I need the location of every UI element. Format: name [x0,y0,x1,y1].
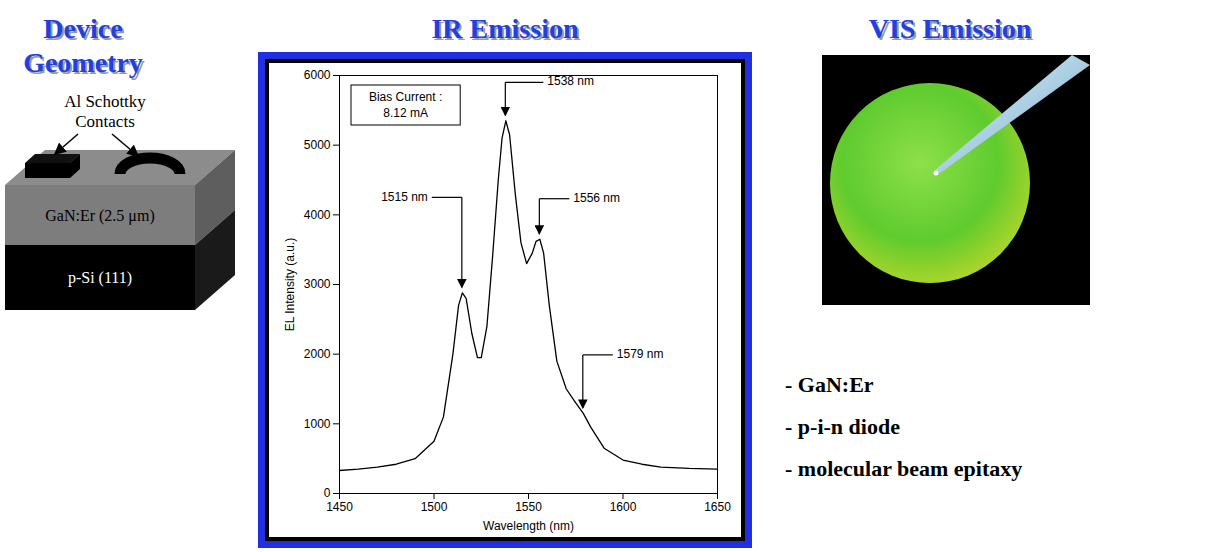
svg-text:0: 0 [324,486,331,500]
html-text:- molecular beam epitaxy: - molecular beam epitaxy [785,456,1023,481]
svg-text:6000: 6000 [304,68,331,82]
svg-text:2000: 2000 [304,347,331,361]
svg-text:Bias Current :: Bias Current : [369,90,442,104]
svg-text:1600: 1600 [610,500,637,514]
svg-text:1515 nm: 1515 nm [381,190,428,204]
html-text:VIS Emission: VIS Emission [868,13,1032,44]
svg-text:1538 nm: 1538 nm [547,74,594,88]
html-text:Al Schottky Contacts: Al Schottky Contacts [64,92,146,131]
svg-text:1579 nm: 1579 nm [617,347,664,361]
svg-text:5000: 5000 [304,138,331,152]
html-text:- GaN:Er: - GaN:Er [785,372,874,397]
svg-text:EL Intensity (a.u.): EL Intensity (a.u.) [283,238,297,332]
svg-text:p-Si (111): p-Si (111) [68,269,132,287]
svg-text:1450: 1450 [326,500,353,514]
svg-text:3000: 3000 [304,277,331,291]
svg-text:1500: 1500 [421,500,448,514]
html-text:- p-i-n diode: - p-i-n diode [785,414,900,439]
svg-text:8.12 mA: 8.12 mA [383,106,428,120]
svg-text:1650: 1650 [704,500,731,514]
svg-text:1556 nm: 1556 nm [573,191,620,205]
svg-text:4000: 4000 [304,208,331,222]
html-text:Device Geometry: Device Geometry [23,13,143,78]
html-text:IR Emission: IR Emission [431,13,579,44]
svg-text:Wavelength (nm): Wavelength (nm) [483,519,574,533]
svg-text:GaN:Er (2.5 μm): GaN:Er (2.5 μm) [45,207,154,225]
svg-text:1000: 1000 [304,417,331,431]
svg-text:1550: 1550 [515,500,542,514]
